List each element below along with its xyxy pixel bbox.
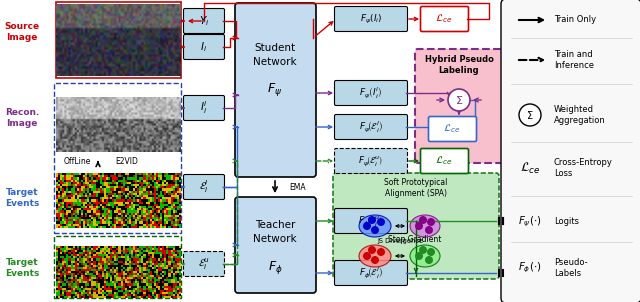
FancyBboxPatch shape <box>184 252 225 277</box>
FancyBboxPatch shape <box>335 208 408 233</box>
Circle shape <box>415 222 423 230</box>
FancyBboxPatch shape <box>184 95 225 120</box>
Text: Target
Events: Target Events <box>5 188 39 208</box>
Text: OffLine: OffLine <box>63 156 91 165</box>
Text: $I_i^l$: $I_i^l$ <box>200 100 208 116</box>
Circle shape <box>427 218 435 226</box>
Text: Train Only: Train Only <box>554 15 596 24</box>
Text: Stop Gradient: Stop Gradient <box>388 236 442 245</box>
Text: $F_\phi(\cdot)$: $F_\phi(\cdot)$ <box>518 261 541 275</box>
Text: $F_\psi\!\left(\mathcal{E}_i^u\right)$: $F_\psi\!\left(\mathcal{E}_i^u\right)$ <box>358 154 383 168</box>
Circle shape <box>425 226 433 234</box>
Circle shape <box>368 216 376 224</box>
FancyBboxPatch shape <box>335 81 408 105</box>
Text: EMA: EMA <box>289 182 306 191</box>
Circle shape <box>415 252 423 260</box>
FancyBboxPatch shape <box>235 197 316 293</box>
FancyBboxPatch shape <box>335 261 408 285</box>
Ellipse shape <box>359 215 391 237</box>
Text: $F_\phi$: $F_\phi$ <box>268 259 282 275</box>
FancyBboxPatch shape <box>335 7 408 31</box>
FancyBboxPatch shape <box>420 7 468 31</box>
Ellipse shape <box>410 245 440 267</box>
Bar <box>56 2 181 78</box>
Text: $F_\phi\!\left(\mathcal{E}_i^l\right)$: $F_\phi\!\left(\mathcal{E}_i^l\right)$ <box>359 266 383 280</box>
Text: $\mathcal{L}_{ce}$: $\mathcal{L}_{ce}$ <box>435 155 452 167</box>
Text: $\mathcal{L}_{ce}$: $\mathcal{L}_{ce}$ <box>444 123 461 135</box>
Text: Teacher
Network: Teacher Network <box>253 220 297 244</box>
Ellipse shape <box>359 245 391 267</box>
Text: $\Sigma$: $\Sigma$ <box>526 109 534 121</box>
Text: Source
Image: Source Image <box>4 22 40 42</box>
Text: $F_\psi$: $F_\psi$ <box>268 82 282 98</box>
Circle shape <box>368 246 376 254</box>
FancyBboxPatch shape <box>184 8 225 34</box>
Text: Train and
Inference: Train and Inference <box>554 50 594 70</box>
Circle shape <box>519 104 541 126</box>
Text: $Y_i$: $Y_i$ <box>199 14 209 28</box>
Text: Soft Prototypical
Alignment (SPA): Soft Prototypical Alignment (SPA) <box>384 178 448 198</box>
FancyBboxPatch shape <box>420 149 468 174</box>
FancyBboxPatch shape <box>335 149 408 174</box>
FancyBboxPatch shape <box>415 49 503 163</box>
Text: $F_\psi\left(I_i\right)$: $F_\psi\left(I_i\right)$ <box>360 12 382 26</box>
Ellipse shape <box>410 215 440 237</box>
FancyBboxPatch shape <box>333 173 499 279</box>
Circle shape <box>448 89 470 111</box>
Bar <box>54 83 181 233</box>
FancyBboxPatch shape <box>235 3 316 177</box>
Circle shape <box>427 248 435 256</box>
Text: $F_\psi(\cdot)$: $F_\psi(\cdot)$ <box>518 215 541 229</box>
FancyBboxPatch shape <box>184 34 225 59</box>
Circle shape <box>425 256 433 264</box>
Text: $\mathcal{L}_{ce}$: $\mathcal{L}_{ce}$ <box>435 13 452 25</box>
Text: Hybrid Pseudo
Labeling: Hybrid Pseudo Labeling <box>424 55 493 76</box>
Text: E2VID: E2VID <box>115 156 138 165</box>
Circle shape <box>419 216 427 224</box>
Text: Target
Events: Target Events <box>5 258 39 278</box>
Text: Logits: Logits <box>554 217 579 226</box>
FancyBboxPatch shape <box>501 0 640 302</box>
Circle shape <box>377 218 385 226</box>
Text: $F_\psi\left(I_i^l\right)$: $F_\psi\left(I_i^l\right)$ <box>359 86 383 100</box>
Text: Student
Network: Student Network <box>253 43 297 67</box>
Circle shape <box>377 248 385 256</box>
Text: Pseudo-
Labels: Pseudo- Labels <box>554 258 588 278</box>
Text: $\mathcal{E}_i^l$: $\mathcal{E}_i^l$ <box>199 178 209 195</box>
Circle shape <box>419 246 427 254</box>
Text: $F_\phi\!\left(\mathcal{E}_i^u\right)$: $F_\phi\!\left(\mathcal{E}_i^u\right)$ <box>358 214 383 228</box>
Circle shape <box>363 222 371 230</box>
Text: $\mathcal{L}_{ce}$: $\mathcal{L}_{ce}$ <box>520 160 540 175</box>
Text: $\Sigma$: $\Sigma$ <box>455 94 463 106</box>
Text: Cross-Entropy
Loss: Cross-Entropy Loss <box>554 158 613 178</box>
Text: $F_\psi\!\left(\mathcal{E}_i^l\right)$: $F_\psi\!\left(\mathcal{E}_i^l\right)$ <box>359 120 383 134</box>
FancyBboxPatch shape <box>184 175 225 200</box>
Circle shape <box>363 252 371 260</box>
Text: Recon.
Image: Recon. Image <box>5 108 39 128</box>
Circle shape <box>371 226 379 234</box>
Text: Weighted
Aggregation: Weighted Aggregation <box>554 104 605 125</box>
Circle shape <box>371 256 379 264</box>
FancyBboxPatch shape <box>429 117 477 142</box>
Text: $\mathcal{E}_i^u$: $\mathcal{E}_i^u$ <box>198 256 210 272</box>
FancyBboxPatch shape <box>335 114 408 140</box>
Bar <box>54 236 181 298</box>
Text: $I_i$: $I_i$ <box>200 40 207 54</box>
Text: JS Divergence: JS Divergence <box>377 238 423 244</box>
